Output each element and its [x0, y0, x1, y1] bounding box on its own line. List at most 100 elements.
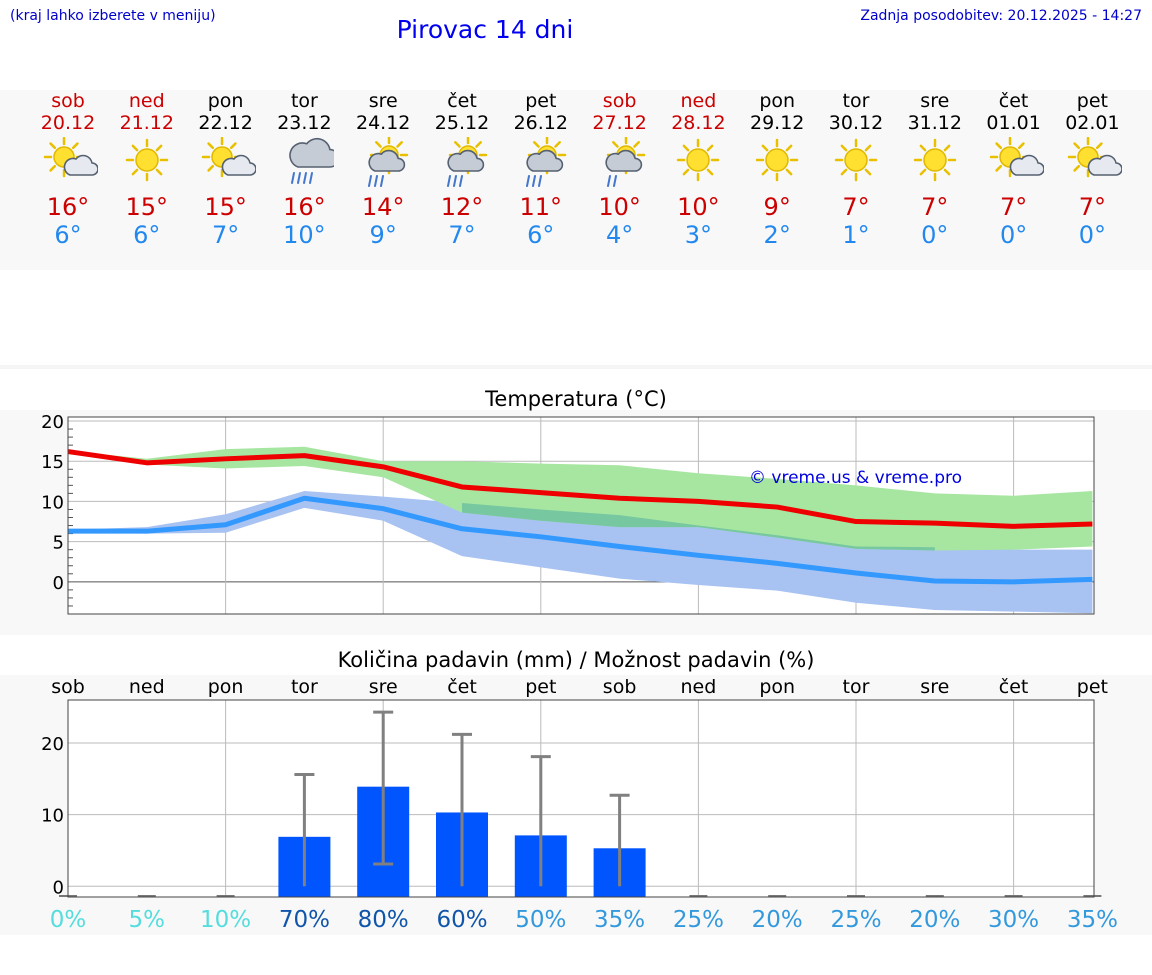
day-date: 28.12	[671, 112, 726, 134]
day-label: pon	[208, 676, 244, 698]
day-label: pon	[759, 676, 795, 698]
plot-frame	[67, 699, 1095, 898]
day-column: tor 30.12 7° 1°	[816, 90, 896, 249]
sun-ray	[49, 142, 57, 150]
precip-chance: 5%	[129, 907, 166, 933]
temp-max: 15°	[125, 193, 169, 221]
sun-shape	[677, 138, 720, 182]
temp-max: 14°	[361, 193, 405, 221]
temp-min: 6°	[133, 221, 161, 249]
precip-chance: 70%	[279, 907, 330, 933]
temp-max: 7°	[1078, 193, 1107, 221]
y-tick-label: 0	[53, 573, 64, 594]
precip-chance: 25%	[673, 907, 724, 933]
rain-drop	[368, 175, 373, 187]
day-column: ned 21.12 15° 6°	[107, 90, 187, 249]
temp-max: 16°	[46, 193, 90, 221]
sun-ray	[454, 141, 461, 148]
rain-drop	[309, 172, 314, 184]
rain-shape	[525, 175, 542, 187]
temp-min: 0°	[1078, 221, 1107, 249]
sun-icon	[834, 138, 878, 182]
day-date: 31.12	[907, 112, 962, 134]
cloud-outline	[526, 149, 563, 172]
sun-icon	[913, 138, 957, 182]
precip-chance: 20%	[752, 907, 803, 933]
sun-ray	[155, 168, 163, 176]
precipitation-chart: sob ned pon tor sre čet pet sob ned pon tor sre čet p…	[41, 676, 1118, 933]
temp-max: 7°	[842, 193, 870, 221]
sun-ray	[682, 144, 690, 152]
sun-ray	[155, 144, 163, 152]
cloud-shape	[447, 149, 485, 172]
cloud-shape	[63, 154, 98, 176]
location-hint: (kraj lahko izberete v meniju)	[10, 8, 216, 24]
cloud-outline	[63, 154, 98, 176]
day-name: čet	[998, 90, 1029, 112]
sun-ray	[864, 168, 872, 176]
temp-min: 6°	[527, 221, 555, 249]
precip-chance: 80%	[358, 907, 409, 933]
day-column: sre 31.12 7° 0°	[895, 90, 975, 249]
day-label: pet	[525, 676, 556, 698]
y-tick-label: 20	[41, 412, 64, 433]
precip-chance: 60%	[436, 907, 487, 933]
y-tick-label: 15	[41, 452, 64, 473]
sun-ray	[994, 142, 1002, 150]
sun-ray	[761, 144, 769, 152]
cloud-outline	[368, 149, 406, 172]
rain-drop	[606, 175, 611, 187]
cloud-shape	[526, 149, 563, 172]
forecast-strip	[0, 90, 1152, 270]
sun-ray	[919, 144, 927, 152]
precip-chance: 50%	[515, 907, 566, 933]
day-column: pon 29.12 9° 2°	[737, 90, 817, 249]
sun-rain-icon	[525, 137, 567, 187]
sun-ray	[1073, 142, 1081, 150]
sun-ray	[785, 168, 793, 176]
day-label: čet	[999, 676, 1029, 698]
day-name: sre	[920, 90, 950, 112]
precip-chance: 35%	[594, 907, 645, 933]
day-date: 01.01	[986, 112, 1041, 134]
sun-ray	[1017, 142, 1025, 150]
sun-shape	[755, 138, 799, 182]
day-name: čet	[447, 90, 477, 112]
cloud-outline	[1009, 154, 1044, 176]
rain-drop	[453, 175, 457, 187]
sun-ray	[206, 142, 214, 150]
rain-drop	[612, 175, 617, 187]
day-column: sre 24.12 14° 9°	[343, 90, 423, 249]
cloud-outline	[289, 137, 335, 168]
sun-disc	[844, 148, 868, 172]
sun-shape	[125, 138, 169, 182]
day-column: tor 23.12 16° 10°	[264, 90, 344, 249]
sun-disc	[923, 148, 947, 172]
sun-ray	[532, 141, 540, 148]
temp-min: 7°	[448, 221, 476, 249]
rain-shape	[368, 175, 385, 187]
temp-max: 16°	[283, 193, 326, 221]
day-label: tor	[843, 676, 870, 698]
temp-min: 3°	[684, 221, 713, 249]
cloud-outline	[1088, 154, 1123, 176]
cloud-shape	[605, 149, 642, 172]
sun-ray	[1096, 142, 1104, 150]
sun-icon	[125, 138, 169, 182]
temp-max: 12°	[440, 193, 484, 221]
rain-drop	[447, 175, 451, 187]
day-name: pet	[525, 90, 557, 112]
sun-ray	[707, 144, 714, 152]
temp-max: 7°	[999, 193, 1028, 221]
rain-drop	[303, 172, 308, 184]
page-title: Pirovac 14 dni	[396, 15, 574, 44]
temperature-chart: 20 15 10 5 0	[41, 412, 1095, 615]
sun-ray	[785, 144, 793, 152]
rain-drop	[525, 175, 530, 187]
y-tick-label: 0	[53, 877, 64, 898]
sun-light-rain-icon	[605, 137, 645, 187]
temp-min: 7°	[211, 221, 240, 249]
rain-shape	[291, 172, 314, 184]
day-date: 30.12	[828, 112, 884, 134]
rain-drop	[537, 175, 542, 187]
